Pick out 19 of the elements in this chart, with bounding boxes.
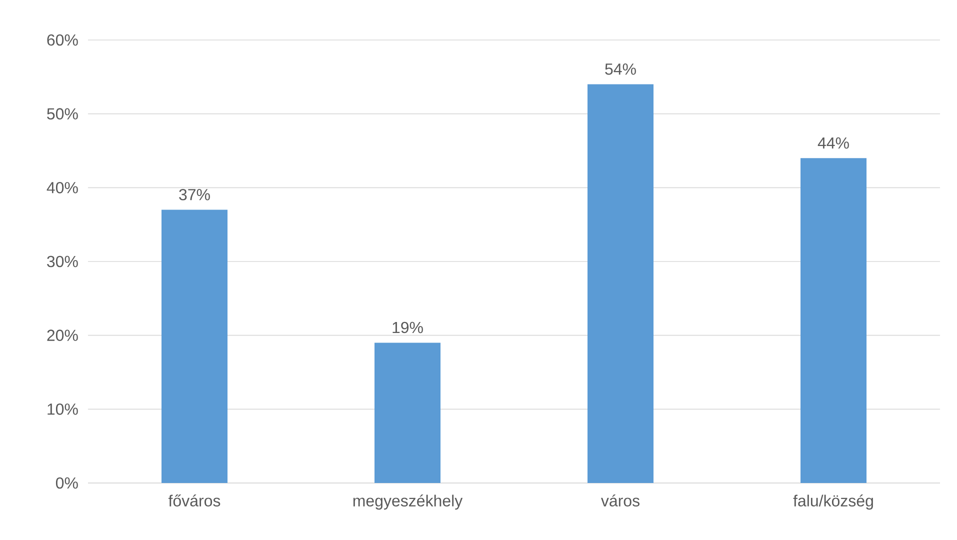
x-tick-label: főváros (168, 494, 220, 506)
data-label: 37% (179, 188, 210, 200)
y-tick-label: 40% (46, 182, 78, 194)
y-tick-label: 20% (47, 330, 78, 341)
x-tick-label: megyeszékhely (353, 494, 463, 510)
y-tick-label: 10% (48, 404, 78, 415)
data-label: 44% (818, 137, 849, 149)
data-label: 19% (392, 322, 423, 334)
y-tick-label: 50% (47, 108, 78, 120)
data-label: 54% (605, 64, 636, 75)
bar (588, 84, 654, 483)
x-tick-label: város (600, 494, 640, 506)
bar (800, 158, 867, 483)
x-tick-label: falu/község (793, 494, 873, 510)
y-tick-label: 30% (47, 256, 78, 268)
y-tick-label: 0% (56, 477, 78, 489)
y-tick-label: 60% (47, 34, 78, 46)
bar (162, 210, 228, 483)
bar (374, 342, 441, 483)
